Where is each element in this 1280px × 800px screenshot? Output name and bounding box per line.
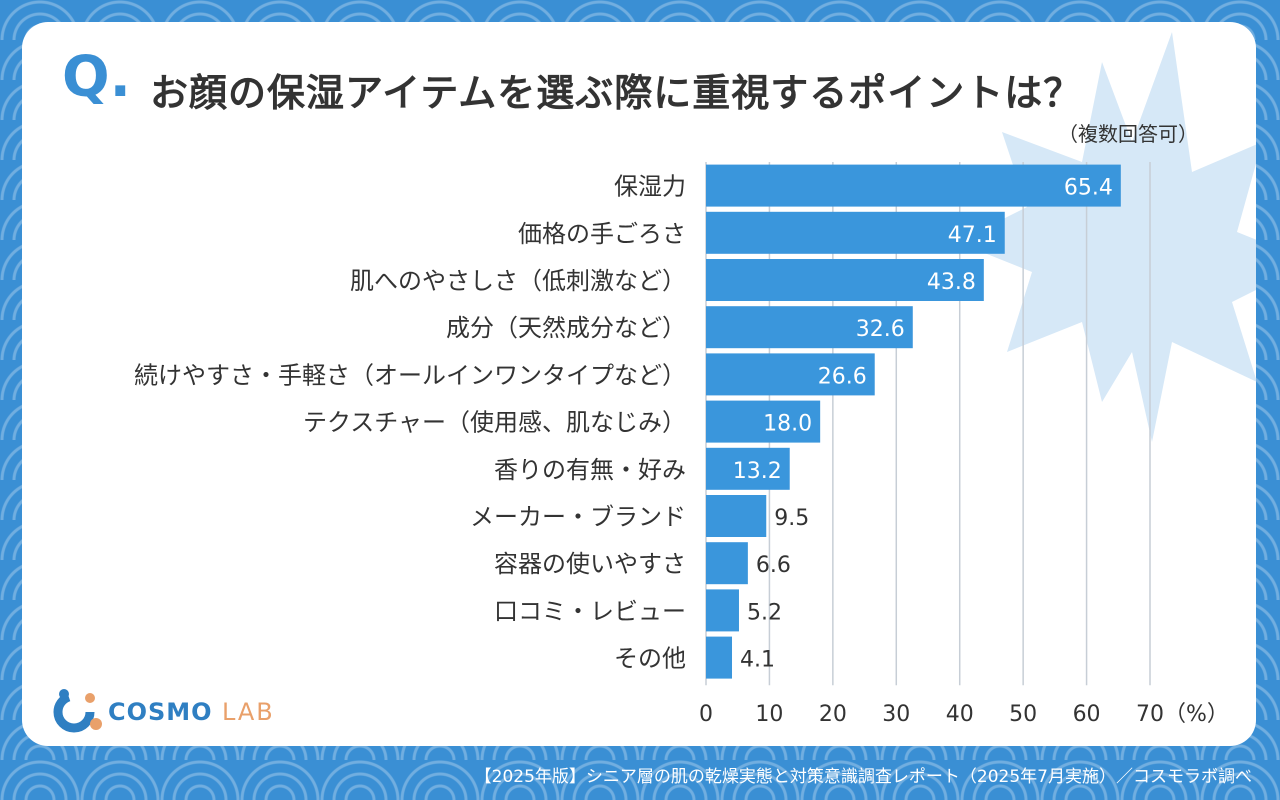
bar [706,211,1005,254]
value-label: 13.2 [733,459,782,484]
bar [706,400,821,443]
value-label: 47.1 [948,223,997,248]
x-tick-label: 0 [699,702,713,727]
x-tick-label: 40 [946,702,974,727]
value-label: 9.5 [774,506,809,531]
category-label: 価格の手ごろさ [518,220,686,248]
bar [706,164,1121,207]
chart-card: Q. お顔の保湿アイテムを選ぶ際に重視するポイントは？ （複数回答可） 保湿力価… [22,22,1256,746]
category-label: メーカー・ブランド [470,503,686,531]
x-tick-label: 30 [882,702,910,727]
value-label: 4.1 [740,648,775,673]
brand-name-sub: LAB [221,698,275,726]
value-label: 65.4 [1064,176,1113,201]
x-tick-label: 50 [1009,702,1037,727]
x-tick-label: 10 [755,702,783,727]
source-footer: 【2025年版】シニア層の肌の乾燥実態と対策意識調査レポート（2025年7月実施… [474,767,1252,787]
value-label: 43.8 [927,270,976,295]
bar [706,447,790,490]
value-label: 26.6 [818,364,867,389]
brand-name: COSMO LAB [108,698,275,726]
unit-label: （%） [1164,702,1229,727]
multiple-answer-note: （複数回答可） [1058,122,1198,146]
bar [706,306,913,349]
bar [706,353,875,396]
cosmo-lab-logo-icon [53,689,102,733]
bar [706,259,984,301]
x-tick-label: 60 [1073,702,1101,727]
category-label: テクスチャー（使用感、肌なじみ） [303,409,686,437]
category-label: 肌へのやさしさ（低刺激など） [350,267,686,295]
category-label: 成分（天然成分など） [446,314,686,342]
category-label: 容器の使いやすさ [494,550,686,578]
bar [706,636,733,679]
value-label: 5.2 [747,600,782,625]
value-label: 32.6 [856,317,905,342]
value-label: 18.0 [763,412,812,437]
brand-name-main: COSMO [108,698,213,726]
bar [706,495,767,537]
category-label: 続けやすさ・手軽さ（オールインワンタイプなど） [134,361,686,389]
page-title: お顔の保湿アイテムを選ぶ際に重視するポイントは？ [150,71,1083,115]
x-tick-label: 20 [819,702,847,727]
category-label: その他 [614,645,686,673]
bar [706,542,748,585]
category-label: 香りの有無・好み [494,456,686,484]
bar [706,589,739,632]
category-label: 口コミ・レビュー [494,597,686,625]
question-mark-label: Q. [62,45,131,110]
category-label: 保湿力 [614,173,686,201]
x-tick-label: 70 [1136,702,1164,727]
value-label: 6.6 [756,553,791,578]
